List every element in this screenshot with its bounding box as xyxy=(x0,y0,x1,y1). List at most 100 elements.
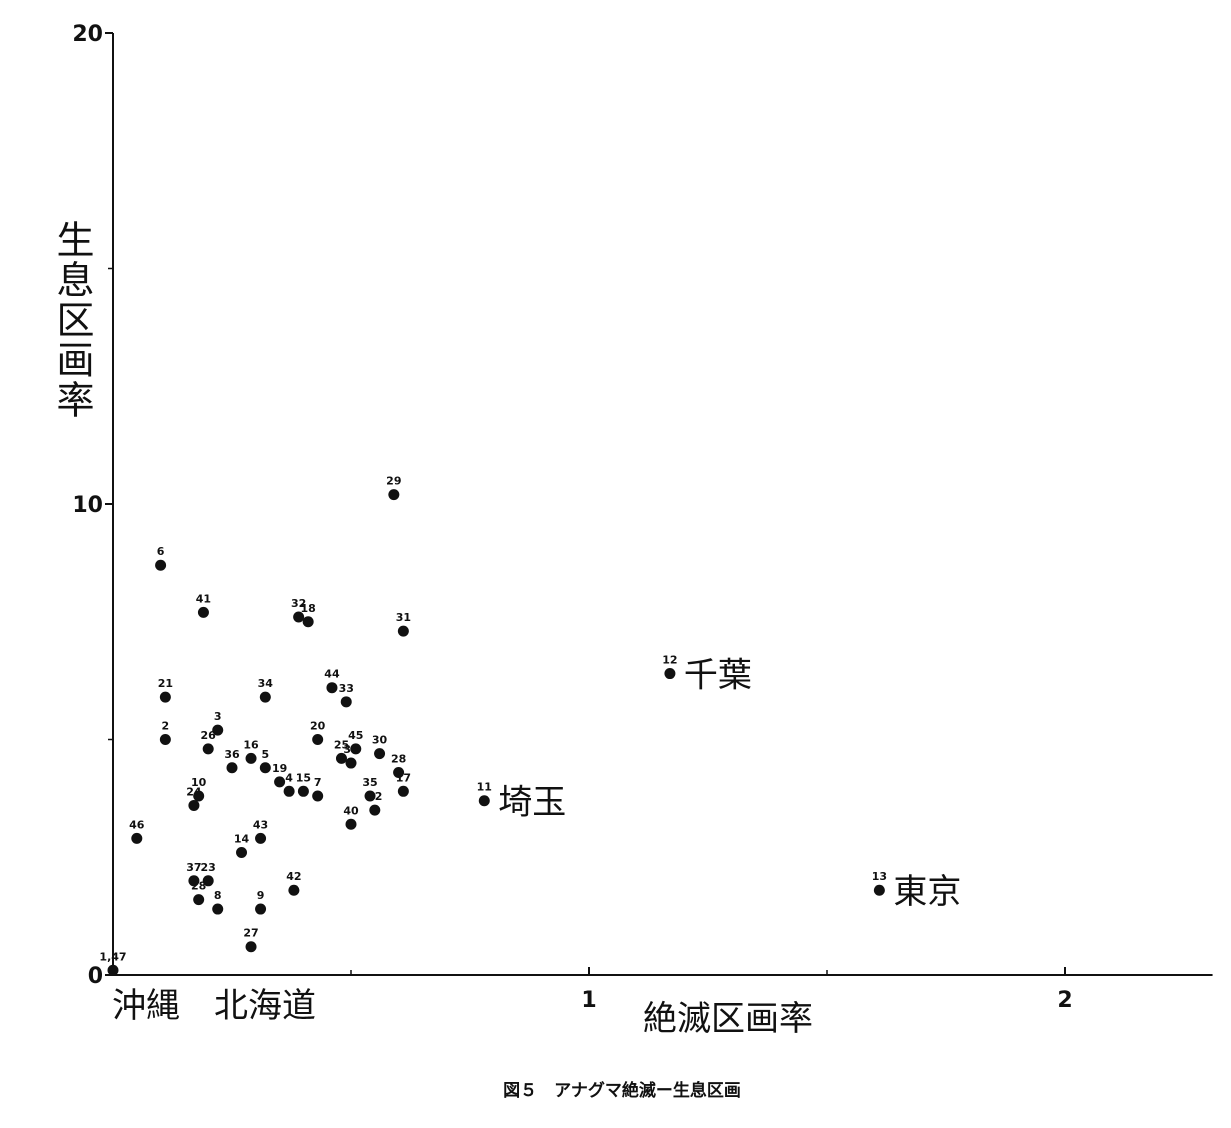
point xyxy=(255,903,267,915)
x-tick-label: 1 xyxy=(581,988,596,1013)
point-label: 21 xyxy=(158,677,173,690)
point xyxy=(350,743,362,755)
y-tick-label: 20 xyxy=(72,22,103,47)
point-label: 45 xyxy=(348,729,363,742)
point xyxy=(397,625,409,637)
point xyxy=(107,964,119,976)
point-label: 28 xyxy=(391,752,406,765)
point-label: 1,47 xyxy=(99,950,126,963)
point-label: 39 xyxy=(343,743,358,756)
point-label: 28 xyxy=(191,880,206,893)
point xyxy=(364,790,376,802)
point xyxy=(245,752,257,764)
point-label: 46 xyxy=(129,818,145,831)
point xyxy=(245,941,257,953)
point xyxy=(274,776,286,788)
point xyxy=(188,875,200,887)
point xyxy=(131,832,143,844)
point xyxy=(478,795,490,807)
point-label: 13 xyxy=(872,870,887,883)
point-label: 5 xyxy=(261,748,269,761)
point-label: 42 xyxy=(286,870,301,883)
point xyxy=(155,559,167,571)
point-label: 15 xyxy=(296,771,311,784)
point-label: 36 xyxy=(224,748,240,761)
point xyxy=(369,804,381,816)
point xyxy=(374,748,386,760)
x-tick-label: 2 xyxy=(1057,988,1072,1013)
point-label: 3 xyxy=(214,710,222,723)
point-label: 44 xyxy=(324,668,340,681)
point xyxy=(259,691,271,703)
point-label: 43 xyxy=(253,818,268,831)
point xyxy=(293,611,305,623)
point xyxy=(345,757,357,769)
point xyxy=(340,696,352,708)
point xyxy=(326,682,338,694)
point xyxy=(388,489,400,501)
point xyxy=(212,903,224,915)
point xyxy=(193,894,205,906)
point xyxy=(159,734,171,745)
point xyxy=(212,724,224,736)
point-label: 7 xyxy=(314,776,322,789)
point xyxy=(312,734,324,745)
point-label: 34 xyxy=(258,677,274,690)
point xyxy=(873,884,885,896)
point xyxy=(312,790,324,802)
point-label: 24 xyxy=(186,785,202,798)
place-name: 埼玉 xyxy=(498,783,566,823)
point-label: 29 xyxy=(386,475,401,488)
point-label: 8 xyxy=(214,889,222,902)
point-label: 23 xyxy=(201,861,216,874)
point xyxy=(283,785,295,797)
point xyxy=(345,818,357,830)
point xyxy=(393,766,405,778)
point-label: 2 xyxy=(162,720,170,733)
point-label: 14 xyxy=(234,833,250,846)
point-label: 9 xyxy=(257,889,265,902)
point xyxy=(397,785,409,797)
place-name: 東京 xyxy=(893,872,961,912)
point-label: 33 xyxy=(339,682,354,695)
point-label: 10 xyxy=(191,776,207,789)
point-label: 6 xyxy=(157,545,165,558)
x-axis-label: 絶滅区画率 xyxy=(643,999,813,1039)
point xyxy=(193,790,205,802)
point-label: 12 xyxy=(662,654,677,667)
y-tick-label: 10 xyxy=(72,493,103,518)
point xyxy=(302,616,314,628)
place-name: 千葉 xyxy=(684,656,752,696)
point-label: 4 xyxy=(285,771,293,784)
point-label: 18 xyxy=(301,602,316,615)
point xyxy=(236,847,248,859)
point-label: 26 xyxy=(201,729,217,742)
point xyxy=(226,762,238,774)
point xyxy=(259,762,271,774)
point-label: 41 xyxy=(196,592,211,605)
y-axis-label: 生息区画率 xyxy=(50,220,94,420)
point-label: 22 xyxy=(367,790,382,803)
point xyxy=(664,668,676,680)
point-label: 31 xyxy=(396,611,411,624)
point-label: 30 xyxy=(372,734,388,747)
point-label: 35 xyxy=(362,776,377,789)
point xyxy=(188,799,200,811)
point-label: 20 xyxy=(310,720,326,733)
point-label: 37 xyxy=(186,861,201,874)
y-tick-label: 0 xyxy=(88,964,103,989)
point xyxy=(159,691,171,703)
point-label: 11 xyxy=(477,781,492,794)
point xyxy=(255,832,267,844)
point-label: 19 xyxy=(272,762,287,775)
x-axis-note: 沖縄 北海道 xyxy=(112,986,316,1026)
point xyxy=(288,884,300,896)
point-label: 40 xyxy=(343,804,359,817)
point xyxy=(297,785,309,797)
point-label: 27 xyxy=(243,927,258,940)
point-label: 16 xyxy=(243,738,259,751)
point xyxy=(202,875,214,887)
point-label: 32 xyxy=(291,597,306,610)
point-label: 25 xyxy=(334,738,349,751)
